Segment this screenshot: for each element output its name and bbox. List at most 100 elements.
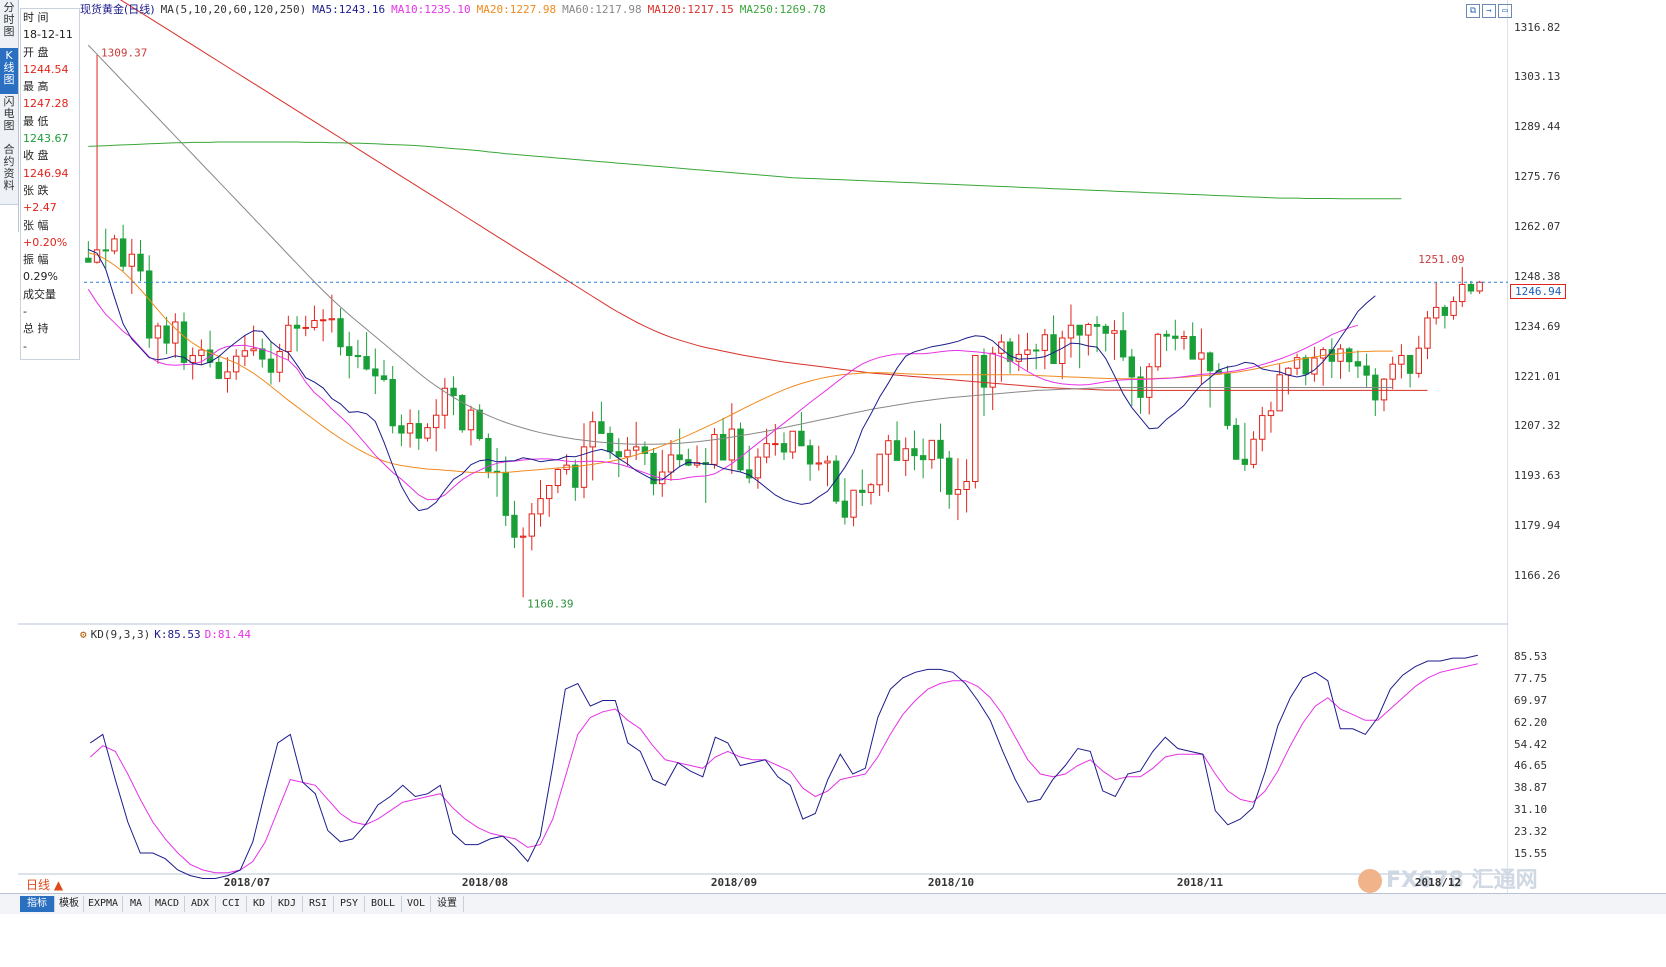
price-tick: 1289.44: [1514, 120, 1561, 134]
candle-body: [641, 446, 649, 454]
candle-body: [824, 460, 831, 464]
indicator-tab[interactable]: 指标: [20, 896, 55, 912]
candle-body: [1154, 333, 1162, 368]
kd-tick: 54.42: [1514, 737, 1548, 751]
indicator-tab[interactable]: RSI: [303, 896, 334, 912]
candle-body: [1276, 374, 1283, 412]
expand-icon[interactable]: ⧉: [1466, 4, 1480, 18]
indicator-tab[interactable]: MACD: [150, 896, 185, 912]
candle-body: [1319, 349, 1327, 359]
candle-body: [1467, 283, 1475, 292]
candle-body: [1076, 324, 1083, 336]
kd-params: KD(9,3,3): [90, 628, 151, 641]
ma5-line: [88, 249, 1376, 512]
kd-tick: 69.97: [1514, 693, 1548, 707]
candle-body: [980, 354, 988, 388]
candle-body: [650, 452, 657, 485]
candle-body: [250, 348, 257, 352]
price-chart[interactable]: 1309.37 1160.39 1251.09: [0, 0, 1508, 893]
settings-icon[interactable]: ▭: [1498, 4, 1512, 18]
candle-body: [119, 238, 127, 267]
change-value: +2.47: [23, 201, 57, 215]
candle-body: [276, 350, 283, 373]
indicator-tab[interactable]: VOL: [402, 896, 431, 912]
candle-body: [815, 462, 822, 465]
candle-body: [163, 325, 170, 344]
ma10-line: [87, 288, 1359, 501]
candle-body: [180, 321, 188, 363]
candle-body: [389, 379, 396, 427]
open-value: 1244.54: [23, 62, 69, 76]
chart-annotations: 1309.37 1160.39 1251.09: [84, 47, 1508, 610]
moving-average-lines: [87, 0, 1428, 512]
watermark-text: FX678 汇通网: [1386, 868, 1538, 893]
volume-label: 成交量: [23, 287, 56, 301]
candle-body: [1128, 356, 1136, 378]
candle-body: [772, 443, 779, 446]
candle-body: [954, 489, 962, 495]
indicator-tab[interactable]: CCI: [216, 896, 247, 912]
indicator-tab[interactable]: 设置: [431, 896, 464, 912]
candle-body: [1293, 357, 1301, 369]
candle-body: [1241, 458, 1249, 465]
low-annotation: 1160.39: [527, 597, 573, 610]
candle-body: [859, 489, 866, 493]
indicator-tab[interactable]: PSY: [334, 896, 365, 912]
candle-body: [928, 439, 936, 461]
kd-tick: 15.55: [1514, 847, 1548, 861]
candle-body: [1267, 410, 1275, 417]
candle-body: [763, 443, 770, 458]
candle-body: [1041, 334, 1049, 351]
kd-legend: ⚙ KD(9,3,3) K:85.53 D:81.44: [80, 628, 255, 641]
price-tick: 1234.69: [1514, 319, 1561, 333]
candle-body: [589, 421, 596, 448]
candle-body: [798, 430, 805, 447]
candle-body: [1032, 349, 1040, 352]
candle-body: [406, 423, 414, 434]
candle-body: [1476, 281, 1483, 292]
candle-body: [989, 352, 996, 388]
arrow-right-icon[interactable]: →: [1482, 4, 1496, 18]
price-tick: 1275.76: [1514, 170, 1561, 184]
high-label: 最 高: [23, 80, 49, 94]
watermark: FX678 汇通网: [1358, 862, 1538, 894]
candle-body: [780, 443, 788, 453]
gear-icon[interactable]: ⚙: [80, 628, 87, 641]
indicator-tab[interactable]: KDJ: [272, 896, 303, 912]
candle-body: [728, 428, 736, 461]
indicator-tab[interactable]: EXPMA: [84, 896, 123, 912]
candle-body: [450, 387, 457, 397]
indicator-tab[interactable]: KD: [247, 896, 272, 912]
candle-body: [146, 270, 153, 339]
indicator-tab[interactable]: MA: [123, 896, 150, 912]
candle-body: [946, 457, 953, 495]
candle-body: [398, 425, 405, 434]
candle-body: [215, 361, 222, 379]
tab-contract-info[interactable]: 合约资料: [0, 142, 18, 205]
candle-body: [476, 409, 483, 440]
ma20-value: MA20:1227.98: [476, 3, 557, 16]
indicator-tab[interactable]: 模板: [55, 896, 84, 912]
time-value: 18-12-11: [23, 28, 73, 42]
period-selector[interactable]: 日线 ▲: [26, 878, 64, 892]
candle-body: [1119, 330, 1127, 358]
pct-value: +0.20%: [23, 235, 68, 249]
candle-body: [432, 414, 440, 429]
candle-body: [528, 513, 536, 537]
candle-body: [1302, 357, 1309, 375]
candle-body: [1006, 341, 1014, 362]
indicator-tab[interactable]: ADX: [185, 896, 216, 912]
candle-body: [328, 318, 336, 321]
indicator-toolbar: 指标 模板 EXPMA MA MACD ADX CCI KD KDJ RSI PSY BOLL VOL 设…: [0, 893, 1666, 914]
open-interest-label: 总 持: [23, 322, 49, 336]
candle-body: [1380, 378, 1388, 401]
candle-body: [380, 375, 388, 381]
candle-body: [1337, 348, 1344, 362]
candle-body: [154, 325, 162, 339]
candle-body: [719, 434, 727, 461]
candle-body: [267, 358, 275, 373]
candle-body: [198, 349, 205, 356]
recent-high-annotation: 1251.09: [1418, 253, 1464, 266]
candle-body: [554, 468, 562, 487]
indicator-tab[interactable]: BOLL: [365, 896, 402, 912]
